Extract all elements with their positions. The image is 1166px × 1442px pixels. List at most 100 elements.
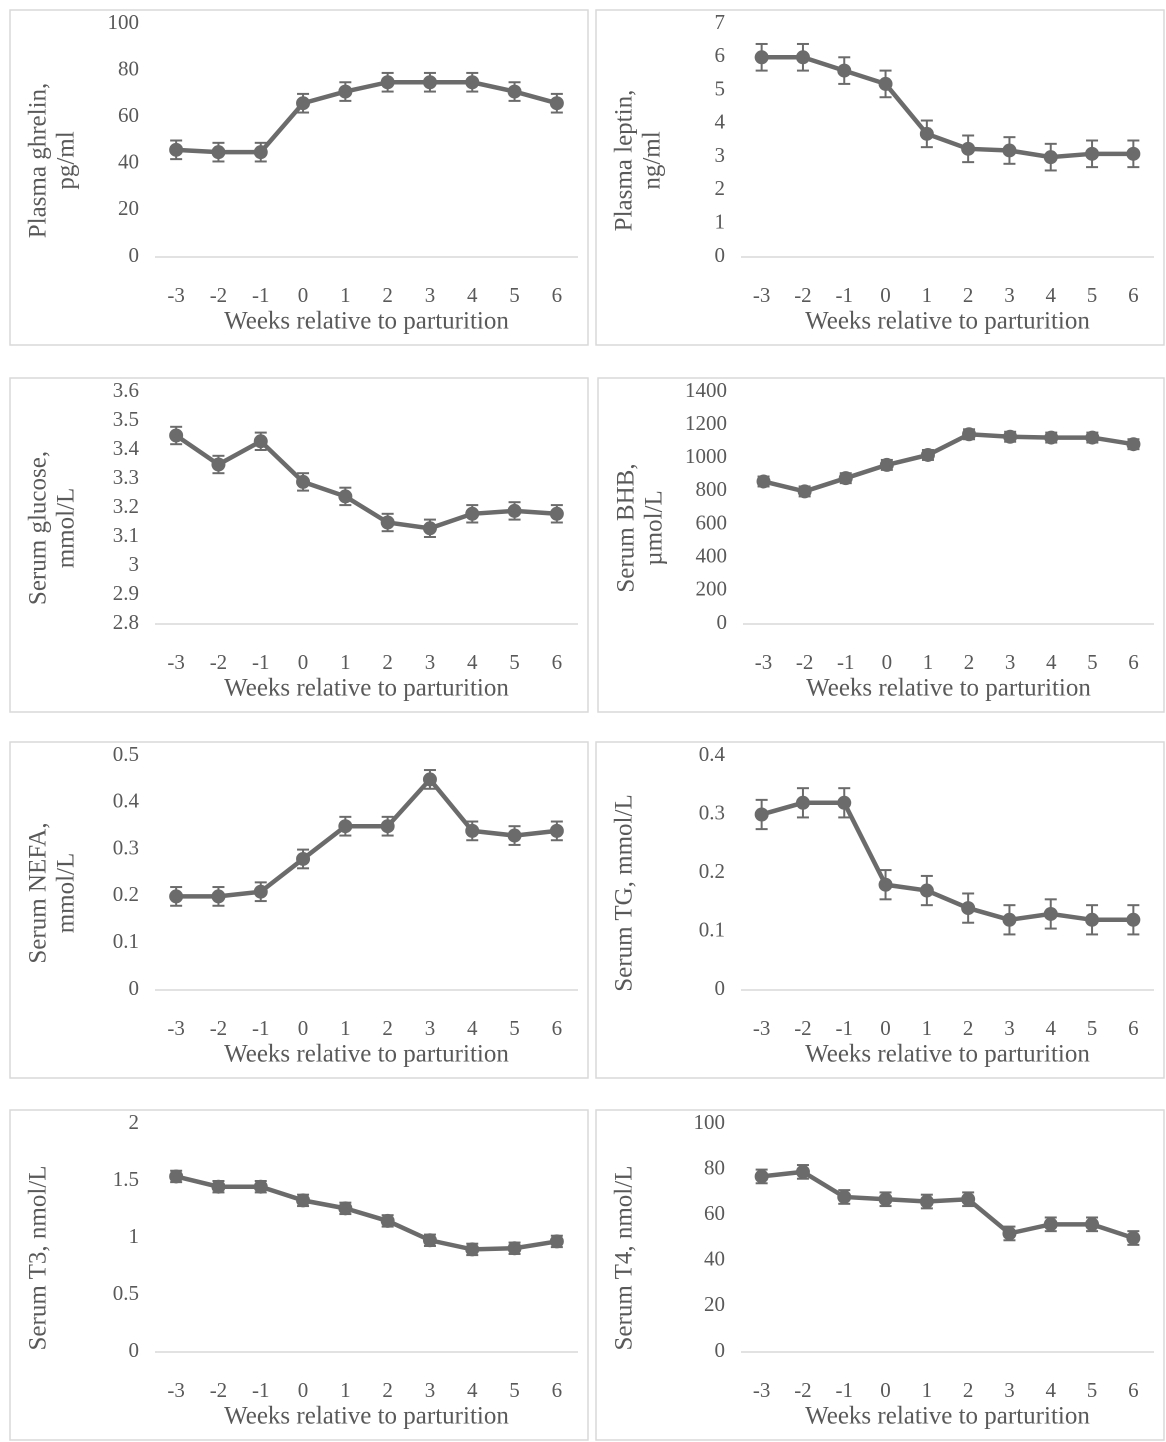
data-point — [1002, 1226, 1017, 1241]
x-tick-label: 5 — [1087, 1016, 1098, 1040]
y-axis-title: Serum NEFA, — [25, 822, 52, 963]
data-point — [422, 1233, 437, 1248]
data-point — [211, 889, 226, 904]
data-point — [422, 521, 437, 536]
x-tick-label: -2 — [794, 1016, 812, 1040]
y-axis-title: Serum TG, mmol/L — [611, 794, 638, 991]
x-tick-label: -2 — [796, 650, 814, 674]
x-tick-label: 0 — [298, 283, 309, 307]
data-point — [380, 75, 395, 90]
data-point — [1085, 146, 1100, 161]
data-point — [169, 142, 184, 157]
x-tick-label: 3 — [1004, 1378, 1015, 1402]
data-point — [465, 506, 480, 521]
x-tick-label: -1 — [252, 650, 270, 674]
x-axis-title: Weeks relative to parturition — [224, 308, 509, 335]
data-point — [549, 1234, 564, 1249]
data-point — [169, 1169, 184, 1184]
y-tick-label: 3.3 — [113, 465, 139, 489]
data-line — [175, 1174, 558, 1252]
x-axis-title: Weeks relative to parturition — [224, 1041, 509, 1068]
data-point — [795, 1164, 810, 1179]
y-axis-title: pg/ml — [53, 131, 80, 189]
x-tick-label: 2 — [382, 283, 393, 307]
x-tick-label: 3 — [1004, 283, 1015, 307]
y-axis-title: µmol/L — [641, 490, 668, 566]
x-tick-label: -3 — [167, 283, 185, 307]
x-tick-label: 2 — [382, 1016, 393, 1040]
x-tick-label: 5 — [509, 1016, 520, 1040]
data-point — [879, 457, 894, 472]
x-tick-label: -1 — [836, 283, 854, 307]
data-point — [380, 1213, 395, 1228]
data-point — [919, 126, 934, 141]
data-point — [253, 434, 268, 449]
y-tick-label: 7 — [715, 10, 726, 34]
y-tick-label: 0 — [129, 1338, 140, 1362]
data-point — [919, 1194, 934, 1209]
x-tick-label: -2 — [210, 1378, 228, 1402]
data-point — [211, 1179, 226, 1194]
data-point — [1002, 143, 1017, 158]
y-tick-label: 3 — [715, 143, 726, 167]
x-tick-label: -2 — [794, 1378, 812, 1402]
panel-border — [595, 1109, 1165, 1441]
data-point — [296, 851, 311, 866]
x-tick-label: -3 — [755, 650, 773, 674]
x-tick-label: 0 — [298, 1016, 309, 1040]
data-point — [1085, 912, 1100, 927]
x-tick-label: 4 — [467, 283, 478, 307]
panel-border — [9, 9, 589, 346]
data-point — [1126, 1231, 1141, 1245]
y-tick-label: 0.4 — [699, 742, 726, 766]
y-tick-label: 2.9 — [113, 581, 139, 605]
x-tick-label: 5 — [509, 650, 520, 674]
data-point — [253, 145, 268, 160]
x-tick-label: -1 — [836, 1016, 854, 1040]
data-line — [761, 55, 1134, 160]
data-line — [763, 431, 1134, 494]
y-tick-label: 60 — [118, 103, 139, 127]
y-tick-label: 400 — [696, 544, 728, 568]
data-point — [1003, 429, 1018, 444]
data-point — [797, 484, 812, 499]
data-point — [1085, 1217, 1100, 1232]
panel-border — [9, 741, 589, 1079]
y-tick-label: 200 — [696, 577, 728, 601]
data-point — [549, 96, 564, 111]
data-point — [754, 1169, 769, 1184]
y-tick-label: 0.3 — [699, 800, 725, 824]
data-point — [1126, 146, 1141, 161]
y-axis-title: mmol/L — [53, 488, 80, 569]
y-tick-label: 0.3 — [113, 835, 139, 859]
y-tick-label: 0.2 — [699, 859, 725, 883]
x-tick-label: -3 — [167, 1016, 185, 1040]
x-tick-label: 3 — [425, 650, 436, 674]
y-tick-label: 800 — [696, 477, 728, 501]
x-tick-label: -2 — [210, 1016, 228, 1040]
data-point — [211, 457, 226, 472]
data-point — [878, 877, 893, 892]
y-tick-label: 0 — [715, 1338, 726, 1362]
data-point — [961, 901, 976, 916]
data-point — [754, 807, 769, 822]
data-point — [211, 145, 226, 160]
data-point — [837, 1189, 852, 1204]
y-tick-label: 1200 — [685, 411, 727, 435]
y-tick-label: 0 — [715, 976, 726, 1000]
x-tick-label: 4 — [1046, 283, 1057, 307]
panel-border — [595, 741, 1165, 1079]
y-tick-label: 80 — [118, 56, 139, 80]
y-tick-label: 1.5 — [113, 1167, 139, 1191]
y-tick-label: 3.6 — [113, 378, 139, 402]
data-point — [507, 503, 522, 518]
x-tick-label: 3 — [1004, 1016, 1015, 1040]
y-tick-label: 40 — [118, 150, 139, 174]
y-tick-label: 3.1 — [113, 523, 139, 547]
x-tick-label: 1 — [922, 283, 933, 307]
y-tick-label: 1000 — [685, 444, 727, 468]
y-axis-title: Serum T3, nmol/L — [25, 1166, 52, 1351]
x-tick-label: 4 — [467, 1016, 478, 1040]
x-tick-label: 6 — [1128, 1378, 1139, 1402]
